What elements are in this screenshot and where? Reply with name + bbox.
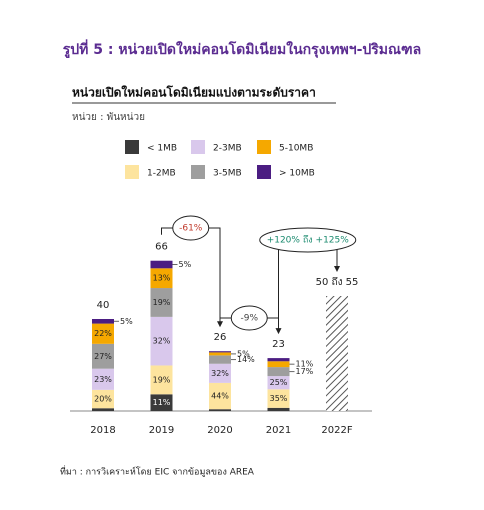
legend-label: 1-2MB	[147, 169, 176, 179]
bar-segment	[267, 376, 290, 390]
x-tick-label: 2019	[149, 425, 174, 436]
value-label: 35%	[270, 394, 288, 403]
value-label: 23%	[94, 375, 112, 384]
bar-segment	[209, 352, 231, 356]
bar-segment	[209, 355, 231, 364]
x-tick-label: 2020	[207, 425, 232, 436]
total-label: 40	[97, 300, 110, 311]
bar-segment	[209, 363, 231, 383]
forecast-bar	[326, 296, 348, 411]
value-label: 20%	[94, 395, 112, 404]
annotation: +120% ถึง +125%	[267, 235, 350, 246]
bar-segment	[150, 316, 173, 366]
bar-segment	[267, 361, 290, 368]
value-label: 5%	[179, 260, 192, 269]
value-label: 25%	[270, 378, 288, 387]
value-label: 44%	[211, 392, 229, 401]
x-tick-label: 2022F	[321, 425, 352, 436]
value-label: 32%	[153, 337, 171, 346]
arrow-head	[334, 266, 340, 272]
total-label: 66	[155, 242, 168, 253]
chart-title: รูปที่ 5 : หน่วยเปิดใหม่คอนโดมิเนียมในกร…	[63, 39, 421, 58]
legend-swatch	[257, 140, 271, 154]
value-label: 5%	[237, 349, 250, 358]
legend-label: 5-10MB	[279, 144, 313, 154]
bar-segment	[267, 389, 290, 408]
legend-swatch	[257, 165, 271, 179]
value-label: 22%	[94, 329, 112, 338]
legend-swatch	[191, 140, 205, 154]
source: ที่มา : การวิเคราะห์โดย EIC จากข้อมูลของ…	[60, 465, 255, 478]
legend-label: 3-5MB	[213, 169, 242, 179]
bar-segment	[209, 409, 231, 411]
value-label: 32%	[211, 369, 229, 378]
bar-segment	[267, 358, 290, 362]
annotation: -9%	[240, 314, 258, 324]
bar-segment	[92, 368, 114, 390]
value-label: 11%	[153, 398, 171, 407]
value-label: 19%	[153, 375, 171, 384]
bar-segment	[150, 365, 173, 395]
value-label: 11%	[296, 360, 314, 369]
annotation: -61%	[179, 224, 203, 234]
value-label: 19%	[153, 298, 171, 307]
bar-segment	[150, 288, 173, 317]
chart-subtitle: หน่วยเปิดใหม่คอนโดมิเนียมแบ่งตามระดับราค…	[72, 85, 316, 100]
bar-segment	[267, 407, 290, 411]
bar-segment	[267, 367, 290, 377]
bar-segment	[92, 408, 114, 411]
legend-swatch	[191, 165, 205, 179]
annotation-bubble	[230, 305, 268, 331]
bar-segment	[92, 389, 114, 409]
bar-segment	[92, 319, 114, 324]
value-label: 27%	[94, 352, 112, 361]
value-label: 14%	[237, 355, 255, 364]
value-label: 17%	[296, 367, 314, 376]
annotation-bubble	[259, 227, 357, 253]
bar-segment	[150, 260, 173, 269]
unit-label: หน่วย : พันหน่วย	[72, 112, 145, 123]
bar-segment	[209, 382, 231, 410]
x-tick-label: 2021	[266, 425, 291, 436]
value-label: 5%	[120, 317, 133, 326]
bar-segment	[150, 268, 173, 289]
total-label: 50 ถึง 55	[316, 276, 359, 288]
legend-label: < 1MB	[147, 144, 177, 154]
total-label: 26	[214, 332, 227, 343]
bar-segment	[209, 351, 231, 353]
x-tick-label: 2018	[90, 425, 115, 436]
total-label: 23	[272, 339, 285, 350]
annotation-bubble	[172, 215, 210, 241]
legend-label: 2-3MB	[213, 144, 242, 154]
bar-segment	[150, 394, 173, 411]
bar-segment	[92, 323, 114, 344]
bar-segment	[92, 343, 114, 369]
legend-swatch	[125, 140, 139, 154]
value-label: 13%	[153, 274, 171, 283]
legend-label: > 10MB	[279, 169, 315, 179]
legend-swatch	[125, 165, 139, 179]
